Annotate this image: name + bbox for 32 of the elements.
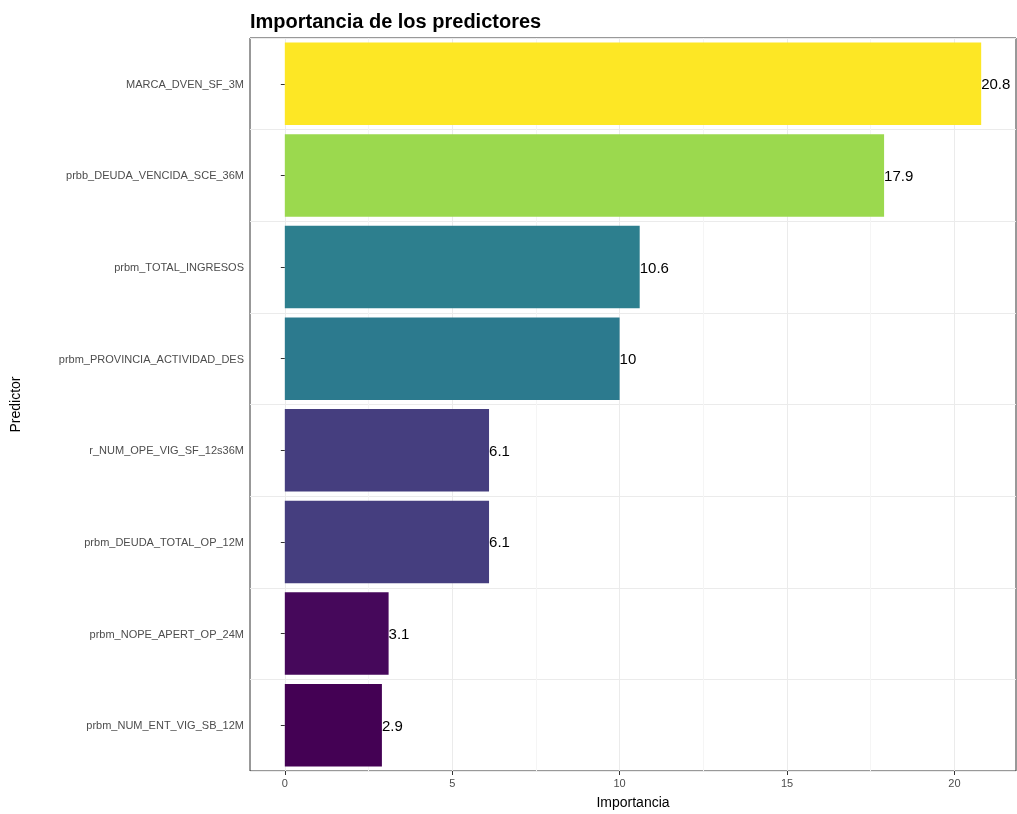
chart-title: Importancia de los predictores	[250, 10, 542, 32]
data-label: 6.1	[489, 533, 510, 551]
data-label: 17.9	[884, 166, 914, 184]
y-tick-label: prbm_NOPE_APERT_OP_24M	[89, 627, 244, 640]
data-label: 10.6	[639, 258, 669, 276]
bar	[284, 409, 490, 492]
y-tick-label: prbm_TOTAL_INGRESOS	[114, 261, 244, 274]
bar	[284, 683, 382, 767]
bar	[284, 134, 885, 217]
bar	[284, 225, 640, 309]
data-label: 20.8	[981, 75, 1011, 93]
data-label: 3.1	[388, 625, 410, 643]
bar	[284, 42, 982, 126]
x-tick-label: 20	[948, 776, 961, 789]
y-tick-label: r_NUM_OPE_VIG_SF_12s36M	[89, 444, 244, 457]
data-label: 6.1	[489, 441, 510, 459]
data-label: 10	[619, 350, 637, 368]
y-tick-label: MARCA_DVEN_SF_3M	[126, 77, 244, 90]
x-tick-label: 5	[449, 776, 456, 789]
y-axis-title: Predictor	[7, 376, 23, 433]
x-tick-label: 10	[613, 776, 626, 789]
data-label: 2.9	[381, 716, 403, 734]
x-axis-title: Importancia	[596, 794, 670, 810]
y-tick-label: prbm_NUM_ENT_VIG_SB_12M	[86, 719, 244, 732]
bar	[284, 500, 490, 584]
x-tick-label: 15	[780, 776, 794, 789]
bar	[284, 592, 389, 675]
y-tick-label: prbm_DEUDA_TOTAL_OP_12M	[84, 535, 244, 548]
bar	[284, 317, 620, 400]
x-tick-label: 0	[281, 776, 288, 789]
y-tick-label: prbm_PROVINCIA_ACTIVIDAD_DES	[58, 352, 244, 365]
y-tick-label: prbb_DEUDA_VENCIDA_SCE_36M	[66, 169, 244, 182]
